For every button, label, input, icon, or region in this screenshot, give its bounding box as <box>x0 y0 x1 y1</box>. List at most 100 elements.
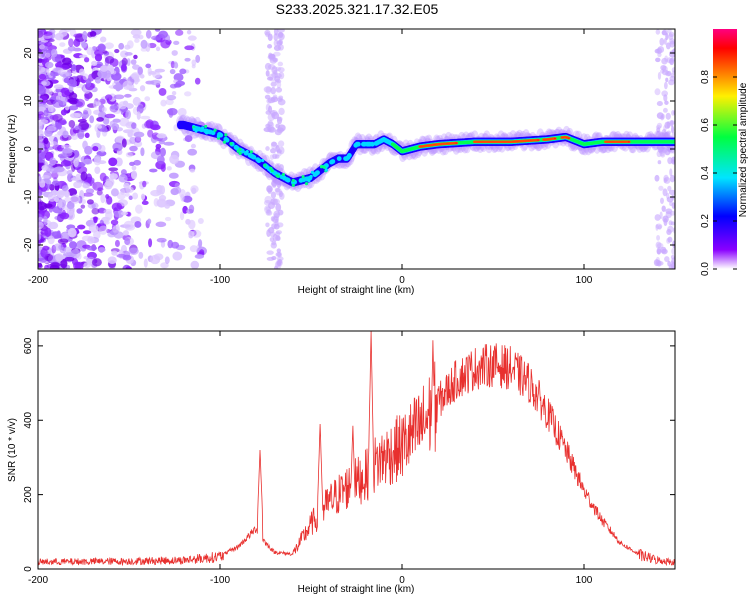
noise-blob <box>671 110 675 116</box>
noise-blob <box>127 130 133 138</box>
noise-blob <box>274 218 279 227</box>
noise-blob <box>120 50 129 58</box>
noise-blob <box>43 215 48 225</box>
noise-blob <box>126 58 131 67</box>
noise-blob <box>73 181 83 189</box>
ridge-core <box>210 130 216 136</box>
noise-blob <box>133 159 141 166</box>
noise-blob <box>68 84 74 93</box>
noise-blob <box>125 151 133 158</box>
noise-blob <box>98 44 107 52</box>
x-tick-label: 0 <box>399 575 405 586</box>
noise-blob <box>104 113 116 119</box>
noise-blob <box>666 130 671 135</box>
noise-blob <box>40 248 48 258</box>
noise-blob <box>153 198 160 207</box>
noise-blob <box>160 39 171 49</box>
noise-blob <box>184 135 193 143</box>
ridge-core <box>336 156 342 162</box>
noise-blob <box>668 120 675 125</box>
ridge-core <box>310 170 315 174</box>
noise-blob <box>156 237 167 243</box>
ridge-core <box>347 153 352 158</box>
noise-blob <box>140 39 148 49</box>
noise-blob <box>118 101 127 110</box>
noise-blob <box>123 182 130 189</box>
noise-blob <box>51 180 61 186</box>
noise-blob <box>129 145 138 152</box>
noise-blob <box>124 93 132 98</box>
noise-blob <box>663 81 668 90</box>
noise-blob <box>660 64 667 71</box>
noise-blob <box>57 91 62 96</box>
noise-blob <box>58 199 63 209</box>
noise-blob <box>50 48 58 58</box>
noise-blob <box>669 38 675 45</box>
noise-blob <box>38 156 45 164</box>
noise-blob <box>147 218 152 225</box>
noise-blob <box>273 39 279 47</box>
noise-blob <box>92 230 101 239</box>
noise-blob <box>91 258 102 267</box>
noise-blob <box>97 187 104 192</box>
noise-blob <box>136 111 141 120</box>
noise-blob <box>270 86 277 95</box>
noise-blob <box>667 260 671 267</box>
noise-blob <box>68 92 78 100</box>
noise-blob <box>38 213 44 222</box>
noise-blob <box>672 240 675 249</box>
noise-blob <box>131 72 140 80</box>
noise-blob <box>277 29 285 33</box>
noise-blob <box>120 211 129 216</box>
noise-blob <box>125 266 133 269</box>
noise-blob <box>43 137 49 145</box>
noise-blob <box>53 84 64 90</box>
noise-blob <box>149 168 158 173</box>
noise-blob <box>77 130 85 140</box>
noise-blob <box>268 126 276 133</box>
noise-blob <box>263 86 272 93</box>
noise-blob <box>668 79 675 86</box>
ridge-core <box>270 169 274 173</box>
noise-blob <box>158 30 168 39</box>
noise-blob <box>107 256 117 265</box>
noise-blob <box>116 253 127 258</box>
noise-blob <box>95 101 102 107</box>
ridge-core <box>291 178 295 183</box>
noise-blob <box>189 245 198 253</box>
spectrogram-x-label: Height of straight line (km) <box>298 285 415 296</box>
noise-blob <box>168 108 174 118</box>
noise-blob <box>44 227 52 237</box>
noise-blob <box>266 256 275 261</box>
spectrogram-y-ticks: -20 -10 0 10 20 <box>23 47 675 252</box>
noise-blob <box>182 195 193 203</box>
noise-blob <box>138 251 144 259</box>
noise-blob <box>663 94 668 102</box>
noise-blob <box>267 113 276 122</box>
noise-blob <box>98 225 108 235</box>
noise-blob <box>128 247 139 255</box>
noise-blob <box>79 54 88 59</box>
noise-blob <box>107 231 116 238</box>
noise-blob <box>38 111 45 119</box>
noise-blob <box>661 205 666 212</box>
noise-blob <box>86 47 94 56</box>
x-tick-label: -100 <box>210 575 230 586</box>
noise-blob <box>174 182 180 189</box>
noise-blob <box>130 29 142 36</box>
ridge-core <box>304 182 309 186</box>
ridge-core <box>201 126 205 130</box>
noise-blob <box>148 238 153 248</box>
noise-blob <box>276 235 281 241</box>
noise-blob <box>59 246 67 254</box>
noise-blob <box>83 110 89 115</box>
noise-blob <box>671 67 675 73</box>
noise-blob <box>278 95 284 101</box>
noise-blob <box>69 99 78 105</box>
noise-blob <box>656 112 664 119</box>
noise-blob <box>64 246 72 253</box>
noise-blob <box>38 97 43 103</box>
noise-blob <box>191 229 202 238</box>
noise-blob <box>670 262 675 269</box>
noise-blob <box>132 64 140 70</box>
